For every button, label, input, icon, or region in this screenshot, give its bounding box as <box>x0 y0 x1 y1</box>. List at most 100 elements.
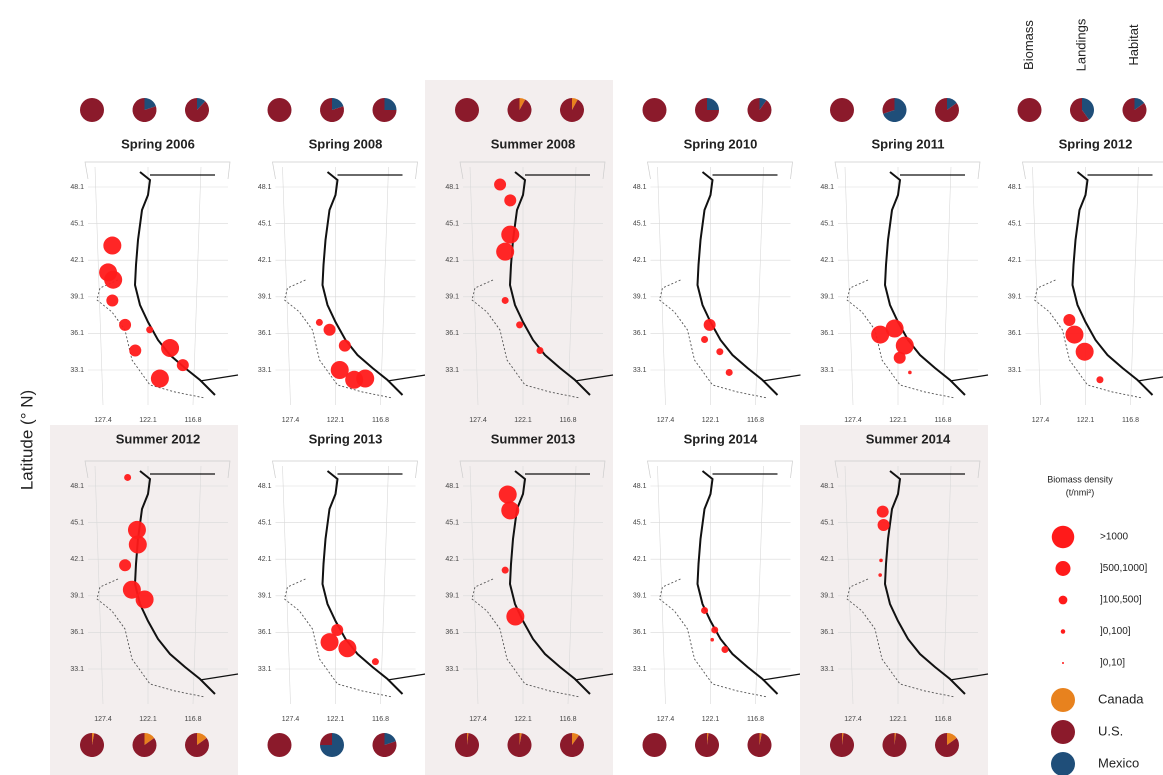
panel-title: Summer 2014 <box>866 431 951 446</box>
pie-slice <box>560 733 584 758</box>
lat-tick-label: 45.1 <box>1008 220 1022 227</box>
lat-tick-label: 36.1 <box>820 629 834 636</box>
lon-grid-line <box>844 465 854 705</box>
biomass-bubble <box>124 473 132 481</box>
pie-slice <box>372 98 397 122</box>
pie-slice <box>947 98 957 110</box>
coastline <box>508 171 591 396</box>
lon-grid-line <box>282 465 291 705</box>
coastline <box>321 171 404 396</box>
biomass-bubble <box>371 658 379 666</box>
y-axis-label: Latitude (° N) <box>17 390 36 490</box>
lat-tick-label: 39.1 <box>820 593 834 600</box>
biomass-bubble <box>871 325 890 344</box>
pie-slice <box>507 733 532 758</box>
pie-slice <box>935 98 960 122</box>
lat-tick-label: 33.1 <box>1008 367 1022 374</box>
pie-slice <box>707 733 709 745</box>
map-panel: 48.1 45.1 42.1 39.1 36.1 33.1 127.4 122.1 116.8 <box>70 460 239 723</box>
lat-tick-label: 36.1 <box>1008 330 1022 337</box>
lat-tick-label: 48.1 <box>445 184 459 191</box>
legend-label: >1000 <box>1100 532 1129 543</box>
lon-grid-line <box>94 166 104 406</box>
panel-title: Spring 2006 <box>121 136 195 151</box>
map-frame <box>1022 161 1163 180</box>
biomass-bubble <box>498 485 517 504</box>
pie-slice <box>332 98 344 110</box>
lat-tick-label: 36.1 <box>633 330 647 337</box>
map-panel: 48.1 45.1 42.1 39.1 36.1 33.1 127.4 122.1 116.8 <box>633 460 801 723</box>
panel-title: Spring 2012 <box>1059 136 1133 151</box>
lat-tick-label: 45.1 <box>445 220 459 227</box>
lat-tick-label: 33.1 <box>70 666 84 673</box>
pie-slice <box>947 733 957 745</box>
pie-slice <box>842 733 844 745</box>
legend-label: U.S. <box>1098 723 1123 738</box>
coastline <box>696 470 779 695</box>
biomass-bubble <box>895 336 914 355</box>
lat-tick-label: 42.1 <box>820 257 834 264</box>
map-panel: 48.1 45.1 42.1 39.1 36.1 33.1 127.4 122.1 116.8 <box>445 460 614 723</box>
lon-tick-label: 116.8 <box>747 417 764 424</box>
lat-tick-label: 36.1 <box>258 629 272 636</box>
legend-label: ]0,10] <box>1100 658 1125 669</box>
legend-bubble <box>1058 595 1068 605</box>
pie-slice <box>695 98 719 122</box>
lat-tick-label: 42.1 <box>258 257 272 264</box>
biomass-bubble <box>496 242 515 261</box>
biomass-bubble <box>501 566 509 574</box>
lat-tick-label: 42.1 <box>1008 257 1022 264</box>
panel-title: Spring 2011 <box>872 136 945 151</box>
lon-tick-label: 122.1 <box>702 716 720 723</box>
pie-slice <box>132 98 157 123</box>
biomass-bubble <box>1096 376 1104 384</box>
lon-tick-label: 116.8 <box>747 716 764 723</box>
lon-grid-line <box>380 465 389 705</box>
lon-tick-label: 116.8 <box>185 716 202 723</box>
survey-outline <box>1033 279 1143 399</box>
biomass-bubble <box>338 639 357 658</box>
survey-outline <box>471 279 581 399</box>
map-frame <box>272 161 418 180</box>
lon-tick-label: 122.1 <box>139 417 157 424</box>
lon-tick-label: 116.8 <box>935 716 952 723</box>
lon-grid-line <box>282 166 291 406</box>
pie-slice <box>560 98 584 123</box>
lat-tick-label: 48.1 <box>70 483 84 490</box>
coastline <box>133 171 216 396</box>
lat-tick-label: 42.1 <box>258 556 272 563</box>
lon-grid-line <box>567 465 577 705</box>
coastline <box>696 171 779 396</box>
survey-outline <box>846 578 956 698</box>
legend-label: Canada <box>1098 691 1144 706</box>
biomass-bubble <box>331 623 344 636</box>
coastline <box>1071 171 1154 396</box>
survey-outline <box>283 578 393 698</box>
biomass-bubble <box>135 590 154 609</box>
map-panel: 48.1 45.1 42.1 39.1 36.1 33.1 127.4 122.1 116.8 <box>633 161 801 424</box>
lon-grid-line <box>657 166 666 406</box>
pie-slice <box>519 98 526 110</box>
biomass-bubble <box>330 361 349 379</box>
lat-tick-label: 39.1 <box>633 593 647 600</box>
biomass-bubble <box>701 606 709 614</box>
lat-tick-label: 42.1 <box>633 257 647 264</box>
legend-title: (t/nmi²) <box>1066 487 1095 497</box>
lon-grid-line <box>192 166 202 406</box>
lon-grid-line <box>1032 166 1041 406</box>
biomass-bubble <box>885 319 904 338</box>
pie-slice <box>707 98 719 110</box>
lat-tick-label: 39.1 <box>445 294 459 301</box>
lon-tick-label: 127.4 <box>469 716 487 723</box>
pie-slice <box>1070 98 1090 122</box>
pie-slice <box>320 98 345 123</box>
map-frame <box>834 460 981 479</box>
lat-tick-label: 48.1 <box>258 184 272 191</box>
lon-grid-line <box>380 166 389 406</box>
lat-tick-label: 45.1 <box>445 519 459 526</box>
pie-slice <box>747 733 772 758</box>
pie-slice <box>80 733 105 758</box>
lon-tick-label: 116.8 <box>560 417 577 424</box>
biomass-bubble <box>501 501 520 520</box>
